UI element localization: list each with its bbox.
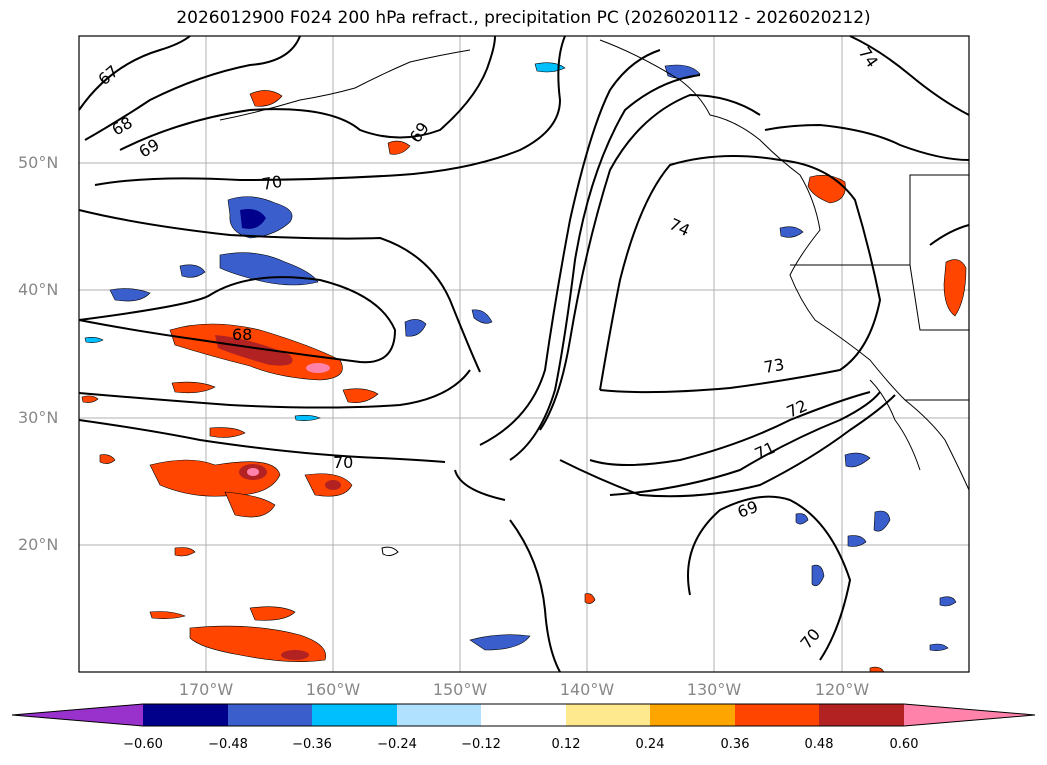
colorbar-extend-max — [904, 704, 1035, 726]
lon-label-140w: 140°W — [559, 680, 615, 699]
contour-label: 68 — [232, 325, 252, 344]
lon-label-170w: 170°W — [178, 680, 234, 699]
lon-label-150w: 150°W — [432, 680, 488, 699]
contour-label: 73 — [762, 355, 785, 377]
colorbar-tick-label: −0.60 — [123, 737, 163, 752]
colorbar-segment — [312, 704, 397, 726]
colorbar-tick-label: 0.24 — [635, 737, 665, 752]
colorbar-tick-label: −0.24 — [377, 737, 417, 752]
precip-positive-areas — [81, 90, 967, 673]
colorbar-tick-label: 0.48 — [804, 737, 834, 752]
lon-label-160w: 160°W — [305, 680, 361, 699]
contour-label: 70 — [333, 453, 353, 472]
lon-label-130w: 130°W — [686, 680, 742, 699]
colorbar-segment — [397, 704, 481, 726]
colorbar-segment — [481, 704, 566, 726]
lat-label-50n: 50°N — [18, 153, 59, 172]
colorbar-segment — [819, 704, 904, 726]
lon-label-120w: 120°W — [814, 680, 870, 699]
colorbar-tick-label: 0.60 — [889, 737, 919, 752]
lat-label-40n: 40°N — [18, 280, 59, 299]
colorbar-tick-label: 0.12 — [551, 737, 581, 752]
graticule — [79, 36, 969, 672]
colorbar-extend-min — [12, 704, 143, 726]
colorbar-segment — [566, 704, 650, 726]
colorbar-segment — [735, 704, 819, 726]
contour-lines — [78, 35, 970, 673]
colorbar-segment — [143, 704, 228, 726]
colorbar-segment — [228, 704, 312, 726]
lat-label-20n: 20°N — [18, 535, 59, 554]
map-frame — [78, 35, 970, 673]
colorbar-tick-label: −0.12 — [461, 737, 501, 752]
colorbar-tick-label: 0.36 — [720, 737, 750, 752]
colorbar — [11, 703, 1036, 727]
colorbar-segment — [650, 704, 735, 726]
contour-label: 70 — [260, 172, 283, 194]
colorbar-tick-label: −0.48 — [208, 737, 248, 752]
lat-label-30n: 30°N — [18, 408, 59, 427]
map-title: 2026012900 F024 200 hPa refract., precip… — [176, 8, 871, 28]
colorbar-tick-label: −0.36 — [292, 737, 332, 752]
